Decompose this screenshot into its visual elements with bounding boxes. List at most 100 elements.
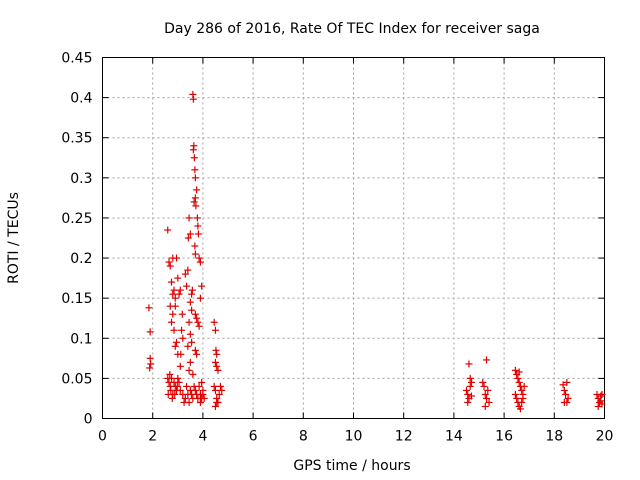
data-point <box>186 330 194 338</box>
data-point <box>515 368 523 376</box>
data-point <box>175 290 183 298</box>
data-point <box>188 286 196 294</box>
data-point <box>193 186 201 194</box>
x-tick-label: 6 <box>249 429 258 445</box>
data-point <box>177 350 185 358</box>
data-point <box>188 338 196 346</box>
data-point <box>481 402 489 410</box>
data-point <box>184 266 192 274</box>
data-point <box>193 350 201 358</box>
data-point <box>166 262 174 270</box>
data-point <box>195 254 203 262</box>
data-point <box>168 278 176 286</box>
data-point <box>170 286 178 294</box>
data-points <box>145 90 606 413</box>
data-point <box>188 290 196 298</box>
data-point <box>466 382 474 390</box>
data-point <box>169 310 177 318</box>
data-point <box>212 346 220 354</box>
data-point <box>185 318 193 326</box>
data-point <box>195 322 203 330</box>
data-point <box>146 364 154 372</box>
data-point <box>191 386 199 394</box>
data-point <box>215 390 223 398</box>
y-tick-label: 0.1 <box>70 331 92 347</box>
data-point <box>169 290 177 298</box>
data-point <box>171 294 179 302</box>
data-point <box>198 378 206 386</box>
data-point <box>465 360 473 368</box>
data-point <box>168 374 176 382</box>
y-tick-label: 0.35 <box>61 131 92 147</box>
data-point <box>479 378 487 386</box>
data-point <box>174 274 182 282</box>
data-point <box>515 378 523 386</box>
data-point <box>191 242 199 250</box>
data-point <box>218 386 226 394</box>
data-point <box>213 398 221 406</box>
data-point <box>597 397 605 405</box>
data-point <box>186 230 194 238</box>
x-tick-label: 4 <box>198 429 207 445</box>
data-point <box>464 398 472 406</box>
data-point <box>186 358 194 366</box>
data-point <box>193 314 201 322</box>
y-tick-label: 0 <box>84 412 93 428</box>
data-point <box>171 390 179 398</box>
data-point <box>598 400 606 408</box>
y-tick-label: 0.3 <box>70 171 92 187</box>
data-point <box>511 366 519 374</box>
data-point <box>186 298 194 306</box>
data-point <box>190 154 198 162</box>
data-point <box>191 166 199 174</box>
data-point <box>183 282 191 290</box>
data-point <box>191 310 199 318</box>
data-point <box>184 342 192 350</box>
x-tick-label: 18 <box>545 429 563 445</box>
data-point <box>467 392 475 400</box>
data-point <box>164 226 172 234</box>
data-point <box>174 374 182 382</box>
data-point <box>200 394 208 402</box>
data-point <box>192 202 200 210</box>
grid <box>102 57 605 419</box>
data-point <box>178 310 186 318</box>
y-axis-label: ROTI / TECUs <box>6 192 22 284</box>
data-point <box>211 326 219 334</box>
chart-title: Day 286 of 2016, Rate Of TEC Index for r… <box>164 21 540 37</box>
data-point <box>170 326 178 334</box>
data-point <box>185 398 193 406</box>
data-point <box>559 381 567 389</box>
x-tick-label: 16 <box>495 429 513 445</box>
data-point <box>185 214 193 222</box>
data-point <box>483 356 491 364</box>
data-point <box>598 390 606 398</box>
x-tick-label: 8 <box>299 429 308 445</box>
data-point <box>190 142 198 150</box>
data-point <box>191 250 199 258</box>
data-point <box>183 382 191 390</box>
axis-ticks: 0 2 4 6 8 10 12 14 16 18 20 0 0.05 0.1 0.15 0.2 0.25 0.3 0… <box>61 51 613 445</box>
data-point <box>560 386 568 394</box>
data-point <box>563 378 571 386</box>
data-point <box>195 382 203 390</box>
data-point <box>480 382 488 390</box>
y-tick-label: 0.25 <box>61 211 92 227</box>
x-axis-label: GPS time / hours <box>293 458 410 474</box>
data-point <box>467 378 475 386</box>
data-point <box>191 346 199 354</box>
data-point <box>190 198 198 206</box>
data-point <box>188 306 196 314</box>
x-tick-label: 20 <box>596 429 614 445</box>
x-tick-label: 10 <box>345 429 363 445</box>
data-point <box>518 398 526 406</box>
data-point <box>146 328 154 336</box>
y-tick-label: 0.45 <box>61 51 92 67</box>
y-tick-label: 0.05 <box>61 371 92 387</box>
data-point <box>185 366 193 374</box>
y-tick-label: 0.2 <box>70 251 92 267</box>
data-point <box>176 286 184 294</box>
data-point <box>213 350 221 358</box>
x-tick-label: 2 <box>148 429 157 445</box>
